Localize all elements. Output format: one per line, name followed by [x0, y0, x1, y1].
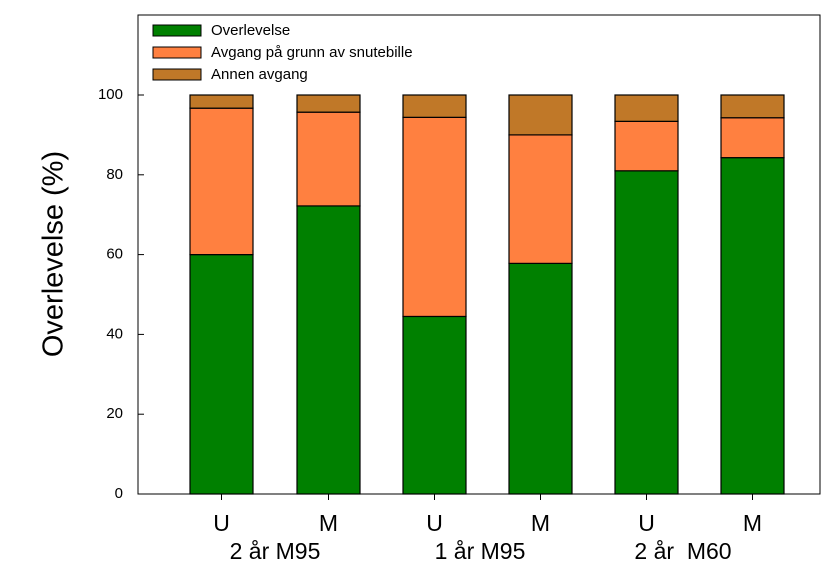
y-tick-label: 40	[106, 325, 123, 342]
legend-swatch	[152, 24, 202, 37]
x-group-label: 1 år M95	[435, 538, 526, 564]
y-tick-label: 80	[106, 166, 123, 183]
y-axis: 0 20 40 60 80 100	[98, 86, 144, 502]
x-category-label: M	[743, 510, 762, 536]
bar-segment-2-cat-3	[402, 116, 467, 318]
bar-segment-2-cat-1	[189, 107, 254, 256]
x-group-label: 2 år M60	[634, 538, 731, 564]
bars-layer	[189, 94, 785, 495]
bar-segment-2-cat-4	[508, 134, 573, 264]
bar-segment-3-cat-1	[189, 94, 254, 109]
bar-segment-3-cat-2	[296, 94, 361, 113]
y-tick-label: 20	[106, 405, 123, 422]
bar-segment-3-cat-4	[508, 94, 573, 136]
y-tick-label: 0	[115, 485, 123, 502]
bar-segment-1-cat-2	[296, 205, 361, 495]
bar-segment-2-cat-2	[296, 111, 361, 207]
legend-label: Annen avgang	[211, 66, 308, 83]
bar-segment-1-cat-1	[189, 254, 254, 495]
legend-label: Overlevelse	[211, 22, 290, 39]
legend: Overlevelse Avgang på grunn av snutebille…	[152, 22, 413, 83]
x-category-label: U	[426, 510, 443, 536]
x-axis: U M U M U M2 år M95 1 år M95 2 år M60	[213, 494, 762, 564]
x-category-label: U	[213, 510, 230, 536]
bar-segment-3-cat-3	[402, 94, 467, 118]
x-category-label: M	[531, 510, 550, 536]
bar-segment-2-cat-6	[720, 117, 785, 159]
x-category-label: M	[319, 510, 338, 536]
bar-segment-3-cat-5	[614, 94, 679, 122]
bar-segment-1-cat-3	[402, 315, 467, 495]
y-tick-label: 100	[98, 86, 123, 103]
legend-label: Avgang på grunn av snutebille	[211, 44, 413, 61]
x-category-label: U	[638, 510, 655, 536]
x-group-label: 2 år M95	[230, 538, 321, 564]
bar-segment-1-cat-4	[508, 262, 573, 495]
y-axis-label: Overlevelse (%)	[38, 151, 70, 357]
bar-segment-1-cat-6	[720, 157, 785, 495]
legend-swatch	[152, 46, 202, 59]
bar-segment-2-cat-5	[614, 120, 679, 172]
y-tick-label: 60	[106, 246, 123, 263]
legend-swatch	[152, 68, 202, 81]
bar-segment-3-cat-6	[720, 94, 785, 119]
bar-segment-1-cat-5	[614, 170, 679, 495]
